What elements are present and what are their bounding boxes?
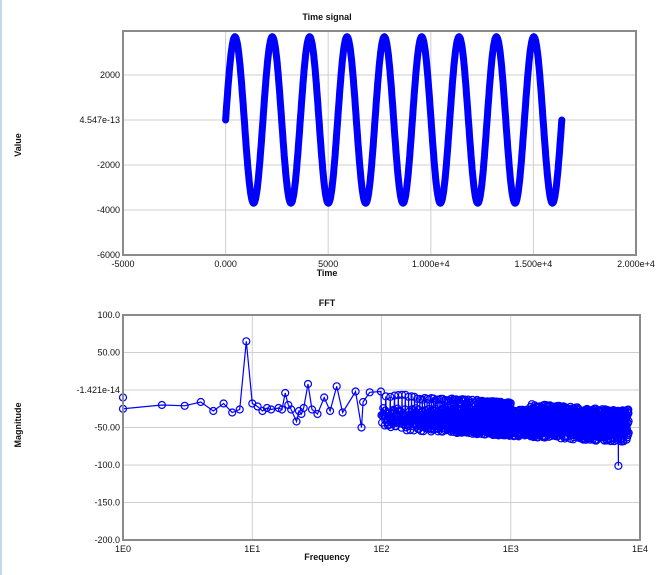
fft-frame — [122, 314, 641, 541]
y-tick-label: -200.0 — [94, 535, 120, 545]
fft-point — [242, 337, 251, 346]
x-tick-label: 1E3 — [503, 544, 519, 554]
footer-mark: ——— — [6, 570, 33, 575]
fft-point — [180, 401, 189, 410]
x-tick-label: 1E4 — [632, 544, 648, 554]
y-tick-label: 2000 — [100, 70, 120, 80]
fft-point — [624, 428, 633, 437]
fft-point — [277, 405, 287, 414]
frequency-axis-label: Frequency — [304, 552, 350, 562]
fft-point — [287, 405, 296, 414]
fft-point — [386, 392, 395, 401]
y-tick-label: 100.0 — [97, 310, 120, 320]
fft-title: FFT — [319, 298, 336, 308]
y-tick-label: -6000 — [97, 250, 120, 260]
y-tick-label: 50.00 — [97, 348, 120, 358]
time-signal-line — [222, 33, 566, 207]
fft-point — [292, 417, 301, 426]
x-tick-label: 1.500e+4 — [515, 259, 553, 269]
fft-point — [281, 388, 290, 398]
y-tick-label: -150.0 — [94, 498, 120, 508]
x-tick-label: 2.000e+4 — [617, 259, 655, 269]
fft-point — [196, 397, 205, 407]
x-tick-label: 5000 — [318, 259, 338, 269]
fft-point — [506, 399, 515, 408]
fft-point — [303, 379, 313, 389]
time-signal-plot: Time signal -5000 0.000 5000 1.000e+4 1.500e… — [13, 12, 655, 278]
x-tick-label: 0.000 — [214, 259, 237, 269]
fft-point — [425, 395, 434, 404]
fft-point — [157, 400, 166, 410]
fft-point — [262, 403, 272, 413]
y-tick-label: -50.00 — [94, 423, 120, 433]
x-tick-label: 1E2 — [373, 544, 389, 554]
fft-point — [313, 409, 322, 419]
fft-point — [228, 408, 237, 417]
fft-point — [357, 423, 366, 432]
fft-point — [299, 403, 308, 413]
fft-point — [404, 392, 413, 401]
y-tick-label: -4000 — [97, 205, 120, 215]
fft-point — [332, 382, 341, 391]
y-tick-label: -100.0 — [94, 460, 120, 470]
fft-point — [365, 388, 374, 397]
y-tick-label: 4.547e-13 — [79, 115, 120, 125]
fft-point — [307, 405, 317, 414]
x-tick-label: -5000 — [111, 259, 134, 269]
y-tick-label: -2000 — [97, 160, 120, 170]
time-axis-label: Time — [317, 268, 338, 278]
x-tick-label: 1.000e+4 — [412, 259, 450, 269]
x-tick-label: 1E0 — [115, 544, 131, 554]
fft-point — [320, 393, 329, 402]
fft-point — [267, 405, 276, 414]
fft-point — [376, 387, 385, 396]
fft-point — [359, 397, 368, 407]
window-left-border — [0, 0, 2, 575]
fft-point — [235, 405, 244, 414]
fft-point — [614, 461, 623, 470]
time-signal-frame — [122, 30, 637, 256]
fft-point — [351, 387, 360, 396]
x-tick-label: 1E1 — [244, 544, 260, 554]
fft-point — [209, 406, 218, 416]
fft-plot: FFT 1E0 1E1 1E2 1E3 1E4 100.0 50.00 -1.421e-14 -… — [13, 298, 648, 562]
fft-point — [326, 406, 335, 416]
fft-point — [381, 392, 390, 401]
fft-point — [624, 409, 633, 418]
magnitude-axis-label: Magnitude — [13, 403, 23, 448]
fft-point — [421, 406, 430, 415]
fft-point — [338, 408, 347, 417]
time-signal-title: Time signal — [302, 12, 351, 22]
fft-point — [253, 402, 262, 411]
fft-point — [219, 399, 228, 408]
value-axis-label: Value — [13, 133, 23, 157]
fft-point — [624, 417, 633, 426]
y-tick-label: -1.421e-14 — [76, 385, 120, 395]
fft-point — [624, 405, 633, 414]
